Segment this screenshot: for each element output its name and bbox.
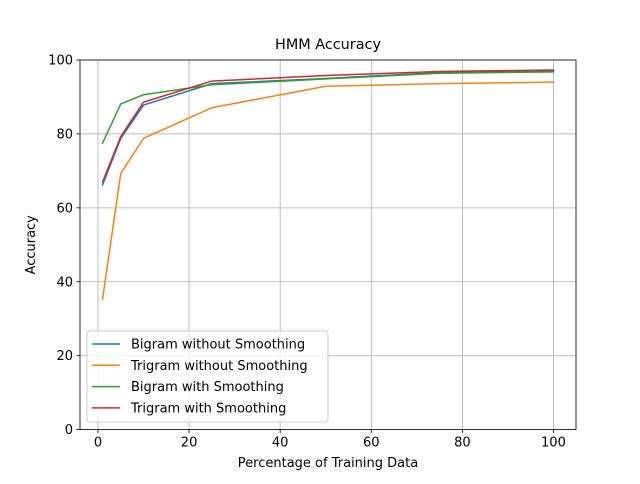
y-tick-label: 100 [48,54,73,69]
y-tick-label: 60 [56,201,73,216]
y-axis-label: Accuracy [24,215,39,275]
x-tick-label: 0 [94,436,102,451]
legend-label-2: Trigram without Smoothing [130,359,308,374]
series-line-2 [101,81,555,300]
y-axis-ticks: 0 20 40 60 80 100 [48,54,80,438]
legend-box [86,330,329,423]
x-tick-label: 100 [541,436,566,451]
legend-label-4: Trigram with Smoothing [130,401,286,416]
y-tick-label: 20 [56,349,73,364]
plot-frame [79,59,577,431]
legend-label-1: Bigram without Smoothing [131,338,305,353]
x-tick-label: 60 [363,436,380,451]
y-tick-label: 80 [56,127,73,142]
legend-label-3: Bigram with Smoothing [131,380,284,395]
x-axis-ticks: 0 20 40 60 80 100 [94,429,566,451]
series-line-3 [101,71,555,145]
y-tick-label: 0 [65,423,73,438]
x-axis-label: Percentage of Training Data [238,456,418,471]
x-tick-label: 80 [454,436,471,451]
series-lines [101,69,555,300]
x-tick-label: 20 [181,436,198,451]
x-tick-label: 40 [272,436,289,451]
series-line-4 [101,69,555,183]
y-tick-label: 40 [56,275,73,290]
legend: Bigram without Smoothing Trigram without … [86,330,329,423]
chart-title: HMM Accuracy [275,37,381,53]
